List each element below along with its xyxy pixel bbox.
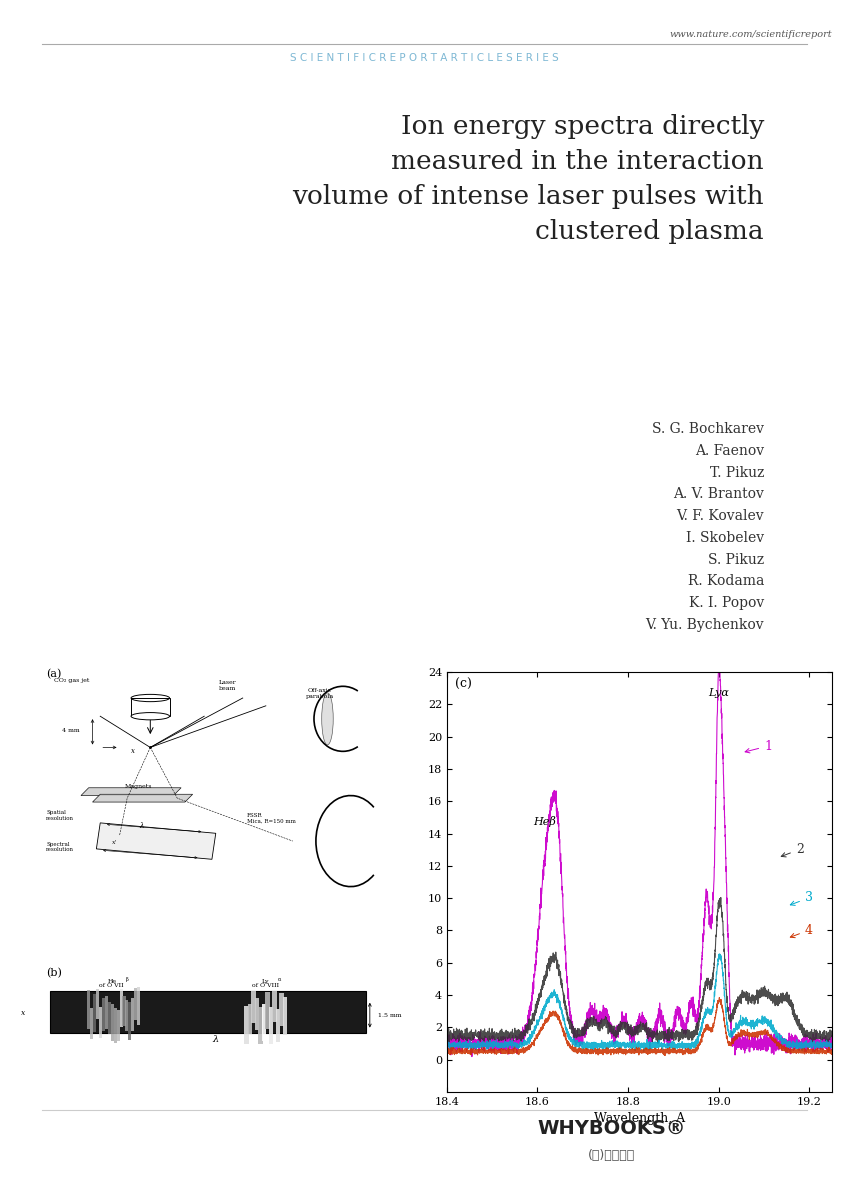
Text: λ: λ <box>138 822 143 830</box>
Bar <box>273 991 277 1022</box>
Bar <box>248 1004 252 1034</box>
Bar <box>93 994 96 1032</box>
Text: α: α <box>278 977 281 982</box>
Text: (c): (c) <box>454 678 471 691</box>
Text: 2: 2 <box>781 842 804 857</box>
Bar <box>122 996 126 1026</box>
Bar <box>134 989 138 1020</box>
Bar <box>276 1009 280 1042</box>
Text: (b): (b) <box>47 968 62 978</box>
Text: Off-axis
parabola: Off-axis parabola <box>306 689 334 700</box>
Text: WHYBOOKS®: WHYBOOKS® <box>537 1118 685 1138</box>
Text: CO₂ gas jet: CO₂ gas jet <box>54 678 89 684</box>
Text: of O VII: of O VII <box>99 983 124 989</box>
Bar <box>269 1007 273 1044</box>
Bar <box>251 991 256 1024</box>
Bar <box>245 1006 249 1044</box>
Bar <box>265 991 270 1028</box>
Text: S C I E N T I F I C R E P O R T A R T I C L E S E R I E S: S C I E N T I F I C R E P O R T A R T I … <box>290 53 559 62</box>
Text: Heβ: Heβ <box>533 816 555 828</box>
Text: (a): (a) <box>47 668 62 679</box>
Text: He: He <box>107 979 116 984</box>
Text: x': x' <box>112 840 117 845</box>
Text: Spectral
resolution: Spectral resolution <box>47 841 75 852</box>
Bar <box>90 1008 93 1039</box>
Bar <box>283 997 288 1034</box>
Bar <box>128 1002 132 1040</box>
Bar <box>258 1007 263 1044</box>
Text: x: x <box>21 1009 25 1018</box>
Bar <box>131 698 170 716</box>
Text: (주)와이북스: (주)와이북스 <box>588 1148 635 1162</box>
Text: Laser
beam: Laser beam <box>218 680 236 691</box>
Bar <box>114 1008 116 1044</box>
Bar <box>110 1003 114 1040</box>
Text: λ: λ <box>213 1036 219 1044</box>
Text: Ion energy spectra directly
measured in the interaction
volume of intense laser : Ion energy spectra directly measured in … <box>292 114 764 244</box>
Text: Lyα: Lyα <box>708 689 729 698</box>
Bar <box>126 1000 128 1031</box>
Bar <box>50 991 366 1033</box>
Bar <box>138 986 140 1025</box>
Bar <box>279 994 284 1026</box>
Bar <box>261 1004 267 1040</box>
Bar <box>132 998 134 1031</box>
Bar <box>120 989 122 1027</box>
Text: 1: 1 <box>745 739 772 752</box>
Text: Spatial
resolution: Spatial resolution <box>47 810 75 821</box>
Bar <box>96 989 99 1019</box>
Bar <box>99 1007 102 1038</box>
Bar <box>87 990 90 1028</box>
Text: www.nature.com/scientificreport: www.nature.com/scientificreport <box>669 30 832 38</box>
Text: β: β <box>126 977 128 982</box>
Ellipse shape <box>322 692 334 745</box>
Text: 3: 3 <box>790 892 812 905</box>
Text: of O VIII: of O VIII <box>252 983 279 989</box>
Text: Magnets: Magnets <box>125 784 153 788</box>
Text: 1.5 mm: 1.5 mm <box>378 1013 401 1018</box>
Bar <box>255 998 260 1031</box>
Bar <box>102 998 105 1031</box>
Text: 4 mm: 4 mm <box>62 728 79 733</box>
Bar <box>104 996 108 1028</box>
Bar <box>116 1010 120 1042</box>
X-axis label: Wavelength, A: Wavelength, A <box>594 1112 685 1126</box>
Text: x: x <box>131 746 135 755</box>
Polygon shape <box>81 787 181 796</box>
Text: Ly: Ly <box>262 979 270 984</box>
Text: 4: 4 <box>790 924 812 937</box>
Bar <box>108 1002 111 1034</box>
Polygon shape <box>93 794 193 802</box>
Text: FSSR
Mica, R=150 mm: FSSR Mica, R=150 mm <box>246 814 295 824</box>
Ellipse shape <box>131 713 170 720</box>
Text: S. G. Bochkarev
A. Faenov
T. Pikuz
A. V. Brantov
V. F. Kovalev
I. Skobelev
S. Pi: S. G. Bochkarev A. Faenov T. Pikuz A. V.… <box>645 422 764 631</box>
Polygon shape <box>97 823 216 859</box>
